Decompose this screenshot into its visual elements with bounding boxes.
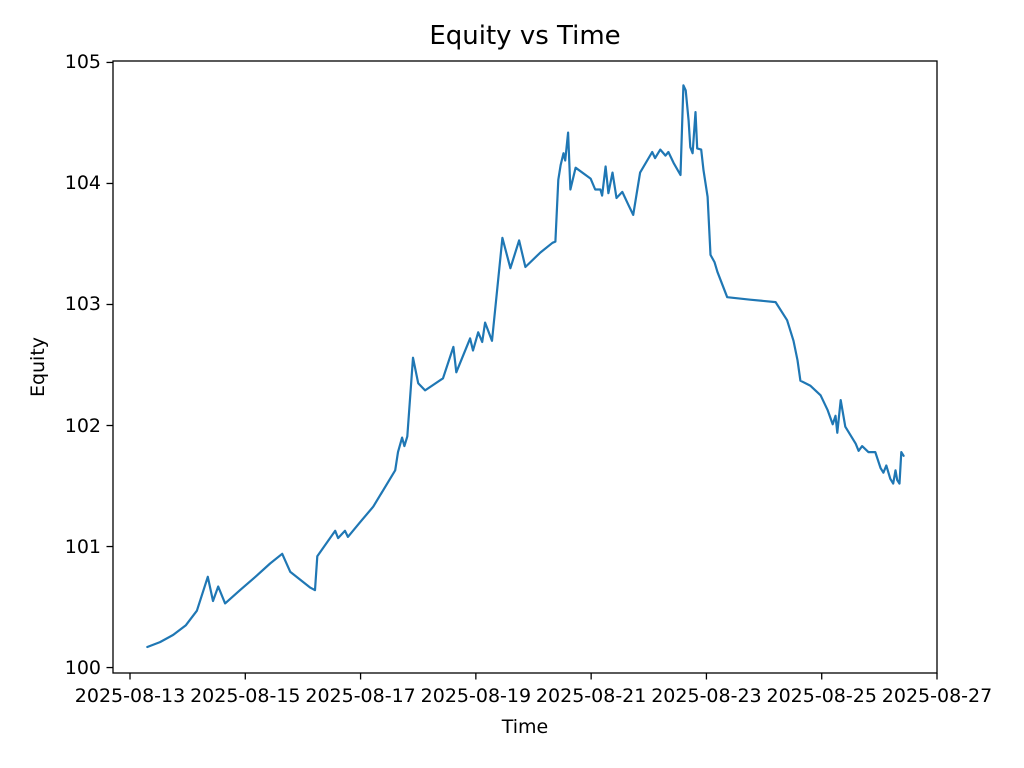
equity-line: [146, 84, 905, 649]
x-axis-label: Time: [501, 716, 549, 738]
axes-frame: [112, 60, 938, 674]
y-axis-label: Equity: [27, 336, 49, 398]
chart-title: Equity vs Time: [429, 21, 621, 51]
